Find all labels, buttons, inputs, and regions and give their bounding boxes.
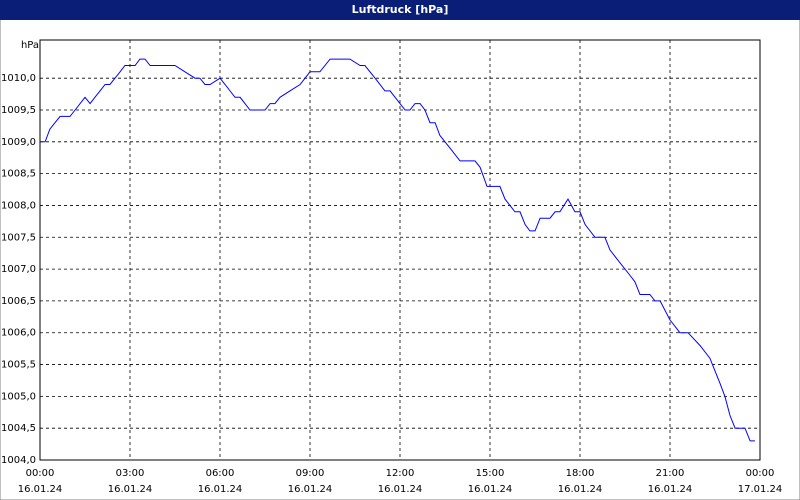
y-tick-label: 1005,5 — [1, 360, 36, 371]
x-tick-date: 16.01.24 — [198, 484, 243, 495]
y-tick-label: 1008,5 — [1, 169, 36, 180]
y-tick-label: 1007,0 — [1, 264, 36, 275]
x-tick-label: 03:00 — [116, 468, 145, 479]
x-tick-date: 16.01.24 — [108, 484, 153, 495]
x-tick-date: 16.01.24 — [648, 484, 693, 495]
x-tick-date: 16.01.24 — [18, 484, 63, 495]
x-tick-label: 00:00 — [746, 468, 775, 479]
x-tick-label: 18:00 — [566, 468, 595, 479]
x-tick-date: 17.01.24 — [738, 484, 783, 495]
x-tick-date: 16.01.24 — [468, 484, 513, 495]
x-tick-label: 15:00 — [476, 468, 505, 479]
x-tick-label: 21:00 — [656, 468, 685, 479]
chart-title: Luftdruck [hPa] — [352, 3, 449, 16]
y-tick-label: 1010,0 — [1, 73, 36, 84]
x-tick-date: 16.01.24 — [558, 484, 603, 495]
y-tick-label: 1007,5 — [1, 232, 36, 243]
y-tick-label: 1006,5 — [1, 296, 36, 307]
y-tick-label: 1004,5 — [1, 423, 36, 434]
x-tick-date: 16.01.24 — [288, 484, 333, 495]
y-tick-label: 1006,0 — [1, 328, 36, 339]
data-line — [40, 58, 755, 442]
y-tick-label: 1009,0 — [1, 137, 36, 148]
title-bar — [0, 0, 800, 20]
y-tick-label: 1004,0 — [1, 455, 36, 466]
x-tick-label: 09:00 — [296, 468, 325, 479]
y-unit: hPa — [21, 40, 39, 51]
y-tick-label: 1005,0 — [1, 391, 36, 402]
x-tick-label: 00:00 — [26, 468, 55, 479]
x-tick-date: 16.01.24 — [378, 484, 423, 495]
x-tick-label: 12:00 — [386, 468, 415, 479]
x-tick-label: 06:00 — [206, 468, 235, 479]
y-tick-label: 1008,0 — [1, 200, 36, 211]
y-tick-label: 1009,5 — [1, 105, 36, 116]
